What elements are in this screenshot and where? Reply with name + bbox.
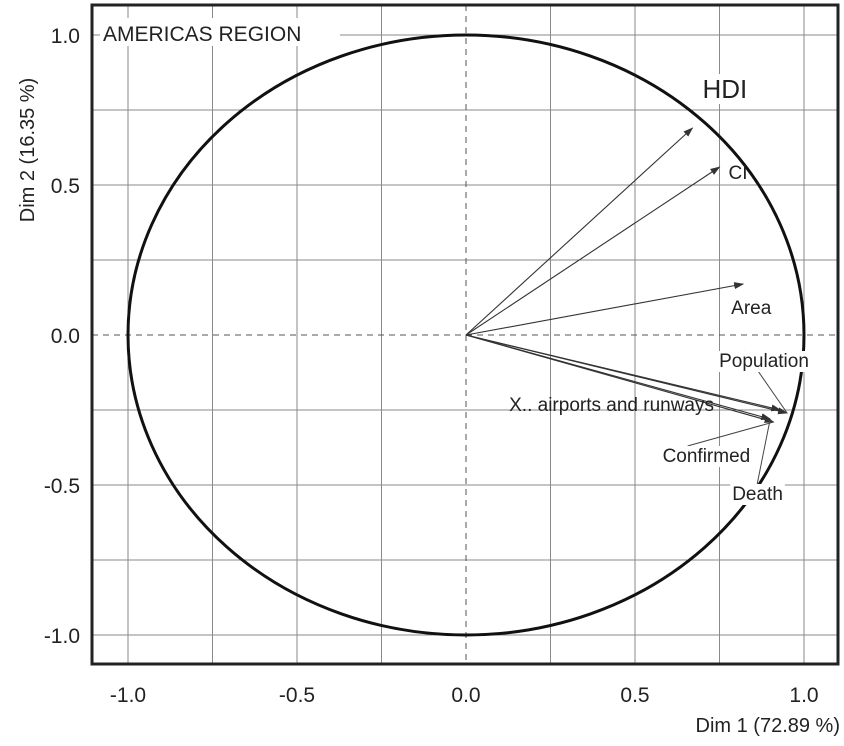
vector-label: Area (731, 298, 772, 319)
vector-arrow (465, 282, 745, 336)
unit-circle (126, 33, 806, 637)
vector-label-background (729, 298, 774, 319)
y-tick-label: 1.0 (51, 25, 80, 48)
plot-frame (90, 3, 840, 666)
label-leader-line (687, 421, 774, 447)
tick-labels: -1.0 -0.5 0.0 0.5 1.0 1.0 0.5 0.0 -0.5 -1.0 (44, 25, 819, 707)
chart-title: AMERICAS REGION (103, 23, 301, 46)
x-tick-label: -0.5 (279, 684, 315, 707)
vector-label-background (700, 74, 750, 104)
vector-label: HDI (702, 74, 747, 104)
vector-label: Population (719, 351, 809, 372)
x-axis-label: Dim 1 (72.89 %) (696, 715, 841, 737)
label-leader-line (756, 418, 771, 485)
vector-arrow (465, 334, 772, 420)
label-layer: HDI CI Area Population X.. airports and runw… (509, 74, 811, 505)
vector-arrow (465, 127, 694, 336)
vector-label-background (660, 446, 753, 467)
y-tick-label: -0.5 (44, 475, 80, 498)
y-tick-label: 0.0 (51, 325, 80, 348)
vector-label: CI (729, 163, 748, 184)
grid (92, 5, 838, 664)
vector-layer (465, 127, 789, 423)
x-tick-label: -1.0 (110, 684, 146, 707)
x-tick-label: 0.5 (620, 684, 649, 707)
y-axis-label: Dim 2 (16.35 %) (17, 78, 39, 223)
x-tick-label: 0.0 (451, 684, 480, 707)
vector-label-background (730, 484, 785, 505)
x-tick-label: 1.0 (789, 684, 818, 707)
vector-label: Confirmed (663, 446, 751, 467)
y-tick-label: 0.5 (51, 175, 80, 198)
vector-label: X.. airports and runways (509, 395, 714, 416)
vector-label: Death (732, 484, 783, 505)
title-background (100, 18, 340, 46)
vector-arrow (465, 166, 721, 336)
vector-arrow (465, 334, 782, 412)
unit-circle-layer (126, 33, 806, 637)
y-tick-label: -1.0 (44, 625, 80, 648)
vector-label-background (717, 351, 811, 372)
